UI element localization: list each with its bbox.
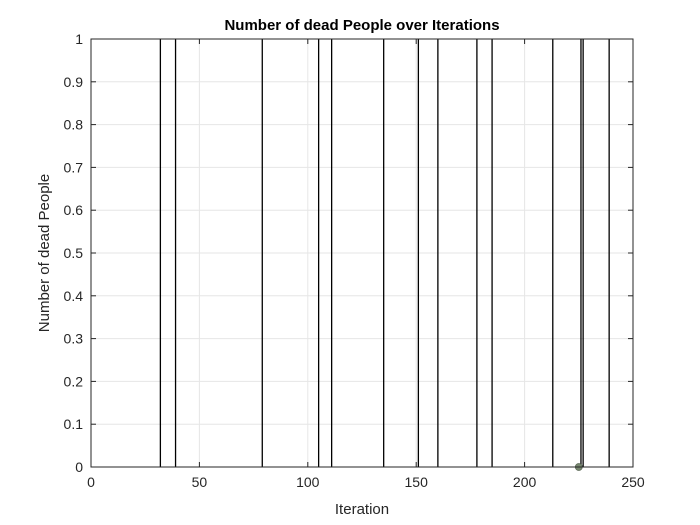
y-tick-label: 0.2	[64, 373, 84, 389]
x-axis-label: Iteration	[335, 501, 389, 518]
y-tick-label: 0.7	[64, 159, 84, 175]
y-tick-label: 0.6	[64, 202, 84, 218]
x-tick-label: 250	[621, 474, 645, 490]
x-tick-label: 150	[405, 474, 429, 490]
y-tick-label: 0.3	[64, 331, 84, 347]
y-axis-label: Number of dead People	[36, 174, 53, 332]
x-tick-label: 50	[192, 474, 208, 490]
y-tick-label: 0.5	[64, 245, 84, 261]
chart-title: Number of dead People over Iterations	[224, 17, 499, 34]
y-tick-label: 0.1	[64, 416, 84, 432]
x-axis-ticks: 0 50 100 150 200 250	[87, 39, 645, 490]
data-series	[159, 39, 610, 467]
y-tick-label: 0	[75, 459, 83, 475]
y-tick-label: 0.4	[64, 288, 84, 304]
x-tick-label: 200	[513, 474, 537, 490]
y-tick-label: 0.8	[64, 117, 84, 133]
y-axis-ticks: 0 0.1 0.2 0.3 0.4 0.5 0.6 0.7 0.8 0.9 1	[64, 31, 633, 475]
y-tick-label: 1	[75, 31, 83, 47]
y-tick-label: 0.9	[64, 74, 84, 90]
x-tick-label: 0	[87, 474, 95, 490]
x-tick-label: 100	[296, 474, 320, 490]
